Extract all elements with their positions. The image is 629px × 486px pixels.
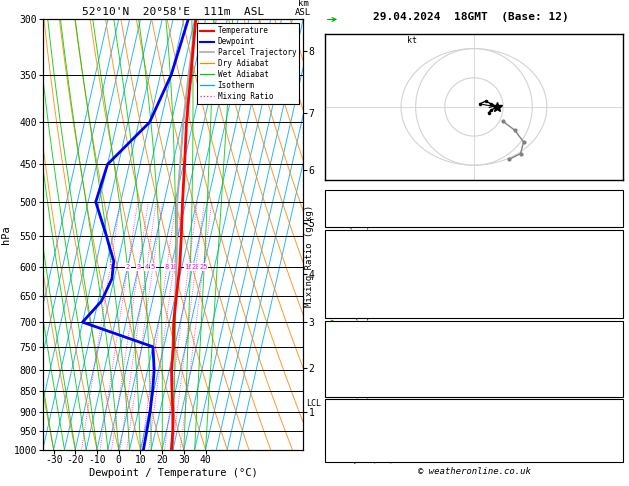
Text: Temp (°C): Temp (°C) — [330, 247, 383, 257]
Text: 31: 31 — [606, 429, 618, 439]
Text: 320: 320 — [600, 272, 618, 282]
Text: CAPE (J): CAPE (J) — [330, 297, 377, 308]
Text: PW (cm): PW (cm) — [330, 219, 371, 229]
Text: 8: 8 — [165, 264, 169, 270]
Text: 3: 3 — [136, 264, 141, 270]
Text: CIN (J): CIN (J) — [330, 388, 371, 399]
Text: θe (K): θe (K) — [330, 350, 365, 361]
Y-axis label: hPa: hPa — [1, 225, 11, 244]
Text: θe(K): θe(K) — [330, 272, 360, 282]
Text: 18: 18 — [606, 194, 618, 204]
Legend: Temperature, Dewpoint, Parcel Trajectory, Dry Adiabat, Wet Adiabat, Isotherm, Mi: Temperature, Dewpoint, Parcel Trajectory… — [197, 23, 299, 104]
Text: Pressure (mb): Pressure (mb) — [330, 338, 406, 348]
Text: 502: 502 — [600, 297, 618, 308]
Text: 24.3: 24.3 — [594, 247, 618, 257]
Text: 502: 502 — [600, 376, 618, 386]
Text: 1011: 1011 — [594, 338, 618, 348]
Text: 320: 320 — [600, 350, 618, 361]
Text: 25: 25 — [199, 264, 208, 270]
Text: 2.07: 2.07 — [594, 219, 618, 229]
Text: Hodograph: Hodograph — [447, 403, 501, 414]
Text: 0: 0 — [612, 310, 618, 320]
Text: 12: 12 — [606, 454, 618, 464]
Text: 52°10'N  20°58'E  111m  ASL: 52°10'N 20°58'E 111m ASL — [82, 7, 264, 17]
Text: kt: kt — [407, 36, 417, 45]
Text: 5: 5 — [151, 264, 155, 270]
Text: Lifted Index: Lifted Index — [330, 363, 401, 373]
Text: Lifted Index: Lifted Index — [330, 285, 401, 295]
Text: 50: 50 — [606, 207, 618, 217]
Text: -2: -2 — [606, 363, 618, 373]
Text: 20: 20 — [192, 264, 200, 270]
Text: km
ASL: km ASL — [295, 0, 311, 17]
Text: © weatheronline.co.uk: © weatheronline.co.uk — [418, 467, 530, 476]
Text: 16: 16 — [184, 264, 193, 270]
Text: 1: 1 — [108, 264, 112, 270]
Text: 2: 2 — [126, 264, 130, 270]
Text: 11.4: 11.4 — [594, 260, 618, 270]
Text: Dewp (°C): Dewp (°C) — [330, 260, 383, 270]
Text: EH: EH — [330, 416, 342, 426]
X-axis label: Dewpoint / Temperature (°C): Dewpoint / Temperature (°C) — [89, 468, 257, 478]
Text: CAPE (J): CAPE (J) — [330, 376, 377, 386]
Text: 10: 10 — [169, 264, 178, 270]
Text: 4: 4 — [145, 264, 148, 270]
Text: 262°: 262° — [594, 441, 618, 451]
Text: 29.04.2024  18GMT  (Base: 12): 29.04.2024 18GMT (Base: 12) — [373, 12, 569, 22]
Text: Surface: Surface — [454, 234, 494, 244]
Text: SREH: SREH — [330, 429, 353, 439]
Text: Totals Totals: Totals Totals — [330, 207, 406, 217]
Text: LCL: LCL — [306, 399, 321, 408]
Text: K: K — [330, 194, 336, 204]
Text: Mixing Ratio (g/kg): Mixing Ratio (g/kg) — [305, 205, 314, 307]
Text: -2: -2 — [606, 285, 618, 295]
Text: 0: 0 — [612, 388, 618, 399]
Text: Most Unstable: Most Unstable — [436, 325, 512, 335]
Text: CIN (J): CIN (J) — [330, 310, 371, 320]
Text: 56: 56 — [606, 416, 618, 426]
Text: StmDir: StmDir — [330, 441, 365, 451]
Text: StmSpd (kt): StmSpd (kt) — [330, 454, 395, 464]
